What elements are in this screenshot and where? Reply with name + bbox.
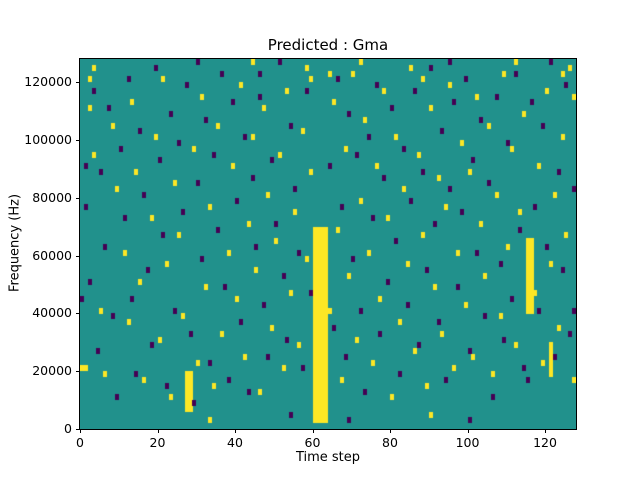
x-tick-mark xyxy=(157,429,159,433)
chart-title: Predicted : Gma xyxy=(267,36,389,54)
y-tick-label: 80000 xyxy=(32,189,72,205)
y-tick-mark xyxy=(76,197,80,199)
y-tick-mark xyxy=(76,255,80,257)
x-axis-label: Time step xyxy=(295,450,361,465)
y-tick-label: 20000 xyxy=(32,363,72,379)
x-tick-label: 120 xyxy=(533,435,557,450)
x-tick-label: 0 xyxy=(76,435,84,450)
y-axis-label: Frequency (Hz) xyxy=(7,193,23,293)
x-tick-label: 100 xyxy=(455,435,480,450)
y-tick-label: 120000 xyxy=(24,74,72,90)
x-tick-mark xyxy=(545,429,546,433)
x-tick-label: 80 xyxy=(382,435,398,450)
y-tick-mark xyxy=(76,429,80,430)
plot-area xyxy=(79,58,577,430)
y-tick-mark xyxy=(76,371,80,373)
x-tick-label: 20 xyxy=(149,435,166,450)
x-tick-label: 40 xyxy=(227,435,243,450)
y-tick-label: 60000 xyxy=(32,247,72,263)
x-tick-mark xyxy=(235,429,236,433)
x-tick-mark xyxy=(80,429,81,433)
x-tick-mark xyxy=(467,429,469,433)
x-tick-label: 60 xyxy=(304,435,321,450)
y-tick-label: 100000 xyxy=(24,131,72,147)
y-tick-mark xyxy=(76,139,80,141)
y-tick-mark xyxy=(76,313,80,315)
y-tick-mark xyxy=(76,82,80,84)
x-tick-mark xyxy=(312,429,314,433)
y-tick-label: 0 xyxy=(64,421,72,436)
x-tick-mark xyxy=(390,429,391,433)
y-tick-label: 40000 xyxy=(32,305,72,321)
heatmap-canvas xyxy=(80,59,576,429)
